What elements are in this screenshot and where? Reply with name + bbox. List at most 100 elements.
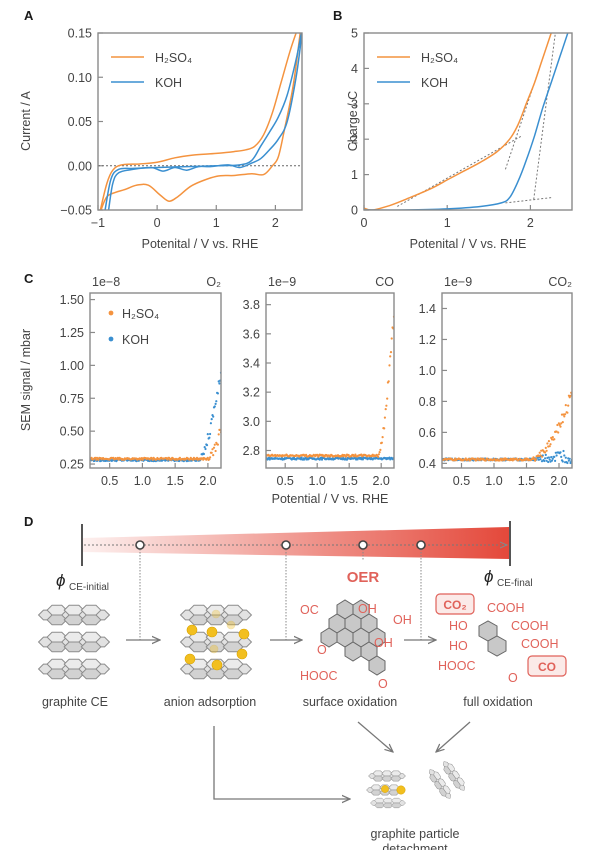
group-ho-2: HO <box>449 639 468 653</box>
detached-particle-icon <box>366 770 406 809</box>
full-oxidation-functional-groups: COOH COOH COOH HO HO HOOC O <box>438 601 559 685</box>
data-point-koh <box>203 446 206 449</box>
data-point-h2so4 <box>549 443 552 446</box>
y-tick-label: 5 <box>351 27 358 41</box>
group-ho-1: HO <box>449 619 468 633</box>
series-line-koh <box>107 33 302 210</box>
y-tick-label: 1 <box>351 168 358 182</box>
data-point-h2so4 <box>388 364 391 367</box>
data-point-h2so4 <box>384 408 387 411</box>
data-point-h2so4 <box>566 411 569 414</box>
legend-label-h2so4: H₂SO₄ <box>421 51 458 65</box>
data-point-koh <box>299 458 302 461</box>
data-point-h2so4 <box>555 430 558 433</box>
data-point-h2so4 <box>532 456 535 459</box>
data-point-koh <box>216 392 219 395</box>
data-point-h2so4 <box>553 438 556 441</box>
y-tick-label: 3.8 <box>243 298 260 312</box>
stage-label-anion-adsorption: anion adsorption <box>164 695 256 709</box>
data-point-h2so4 <box>212 454 215 457</box>
data-point-h2so4 <box>389 355 392 358</box>
data-point-koh <box>559 451 562 454</box>
data-point-h2so4 <box>556 423 559 427</box>
data-point-h2so4 <box>569 394 572 397</box>
data-point-koh <box>548 458 551 461</box>
data-point-h2so4 <box>213 443 216 446</box>
data-point-h2so4 <box>546 442 549 445</box>
data-point-h2so4 <box>379 448 382 451</box>
data-point-h2so4 <box>217 433 220 436</box>
axis-offset-label: 1e−9 <box>444 275 472 289</box>
data-point-h2so4 <box>386 397 389 400</box>
phi-initial-symbol: ϕ <box>56 571 65 590</box>
arrow-anion-to-detachment <box>213 726 350 799</box>
data-point-h2so4 <box>545 449 548 452</box>
x-axis-title: Potential / V vs. RHE <box>272 492 389 506</box>
surface-functional-groups: OC OH OH OH O O HOOC <box>300 602 412 691</box>
fully-oxidized-fragment-icon <box>478 620 507 657</box>
x-axis-title: Potenital / V vs. RHE <box>410 237 527 251</box>
co2-badge: CO₂ <box>435 593 475 615</box>
data-point-koh <box>215 400 218 403</box>
data-point-h2so4 <box>567 404 570 407</box>
x-tick-label: 2.0 <box>373 474 390 488</box>
co2-badge-label: CO₂ <box>443 598 466 612</box>
panel-label-d: D <box>24 514 33 529</box>
data-point-koh <box>212 415 215 418</box>
data-point-koh <box>554 459 557 462</box>
stage-marker-surface <box>281 540 291 550</box>
data-point-h2so4 <box>547 440 551 443</box>
data-point-h2so4 <box>559 425 562 428</box>
group-oh-2: OH <box>393 613 412 627</box>
graphite-stack-icon <box>38 604 110 680</box>
x-tick-label: −1 <box>91 216 105 230</box>
tangent-fit-line <box>505 197 552 204</box>
data-point-koh <box>218 382 221 385</box>
data-point-koh <box>209 422 212 425</box>
arrow-full-to-detachment <box>436 721 471 752</box>
group-cooh-3: COOH <box>521 637 559 651</box>
data-point-h2so4 <box>551 436 554 439</box>
series-line-h2so4 <box>99 33 297 210</box>
stage-label-surface-oxidation: surface oxidation <box>303 695 398 709</box>
data-point-h2so4 <box>563 415 566 418</box>
data-point-koh <box>208 436 211 439</box>
y-tick-label: 3.6 <box>243 327 260 341</box>
data-point-koh <box>543 459 546 463</box>
data-point-h2so4 <box>557 431 560 434</box>
data-point-h2so4 <box>208 458 211 461</box>
stage-marker-anion <box>135 540 145 550</box>
x-tick-label: 1.5 <box>166 474 183 488</box>
data-point-koh <box>550 459 554 462</box>
data-point-h2so4 <box>540 455 544 458</box>
series-line-h2so4 <box>364 33 552 210</box>
plot-frame <box>89 292 222 469</box>
drop-line-anion <box>139 549 160 641</box>
data-point-koh <box>562 449 565 453</box>
plot-area <box>90 371 221 463</box>
x-axis-title: Potenital / V vs. RHE <box>142 237 259 251</box>
x-tick-label: 1.0 <box>134 474 151 488</box>
potential-gradient-wedge <box>82 527 510 559</box>
data-point-h2so4 <box>383 416 386 419</box>
y-tick-label: 2.8 <box>243 444 260 458</box>
chart-b-charge: 0 1 2 0 1 2 3 4 5 Charge / C Potenital / V vs. RHE <box>346 27 573 251</box>
axis-offset-label: 1e−8 <box>92 275 120 289</box>
data-point-koh <box>214 402 217 405</box>
y-tick-label: 0 <box>351 204 358 218</box>
panel-label-c: C <box>24 271 34 286</box>
phi-initial-subscript: CE-initial <box>69 582 109 593</box>
data-point-h2so4 <box>94 456 97 459</box>
plot-frame <box>363 32 573 211</box>
legend-label-koh: KOH <box>421 76 448 90</box>
data-point-h2so4 <box>484 459 487 462</box>
x-tick-label: 1 <box>213 216 220 230</box>
data-point-h2so4 <box>390 337 393 340</box>
data-point-h2so4 <box>561 421 564 424</box>
data-point-koh <box>555 454 558 457</box>
stage-label-full-oxidation: full oxidation <box>463 695 533 709</box>
y-tick-label: 0.6 <box>419 426 436 440</box>
co-badge: CO <box>527 655 567 677</box>
detached-flakes-icon <box>425 758 469 802</box>
axis-offset-label: 1e−9 <box>268 275 296 289</box>
